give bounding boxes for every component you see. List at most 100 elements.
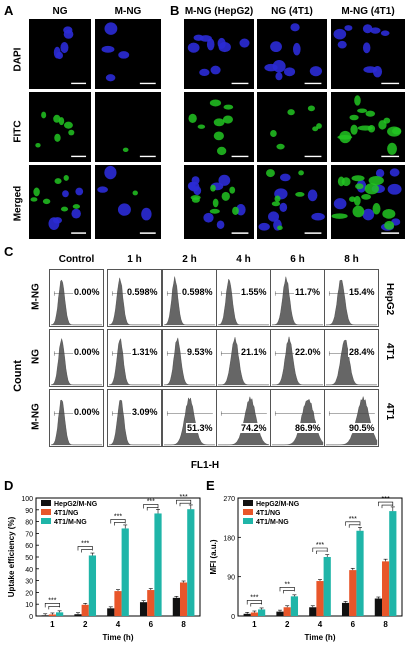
facs-percent-r1-c5: 28.4% bbox=[348, 347, 376, 357]
chart-e-bar-s1-c2 bbox=[316, 581, 324, 616]
panel-label-a: A bbox=[4, 3, 14, 18]
micrograph-r0-c0 bbox=[28, 18, 92, 90]
panel-b-col-mng-4t1: M-NG (4T1) bbox=[341, 6, 395, 17]
chart-d-bar-s1-c1 bbox=[81, 604, 89, 616]
chart-e-sig-bracket-inner bbox=[316, 550, 328, 554]
chart-d-bar-s0-c3 bbox=[139, 602, 148, 616]
chart-d-ytick-label: 30 bbox=[25, 579, 33, 586]
chart-d-xtick-label: 1 bbox=[50, 620, 55, 629]
chart-e-bar-s2-c3 bbox=[356, 530, 364, 616]
chart-e-bar-s0-c1 bbox=[276, 611, 284, 616]
chart-d-sig-bracket-inner bbox=[81, 549, 93, 553]
chart-d-bar-s0-c1 bbox=[74, 614, 82, 616]
facs-percent-r2-c2: 51.3% bbox=[186, 423, 214, 433]
facs-side-label-0: HepG2 bbox=[384, 283, 395, 316]
row-label-dapi: DAPI bbox=[12, 47, 24, 72]
chart-e-sig-label: *** bbox=[316, 542, 324, 549]
facs-histogram-r0-c5 bbox=[324, 269, 379, 327]
chart-e-bar-s1-c4 bbox=[381, 561, 390, 616]
chart-e-xtick-label: 2 bbox=[285, 620, 290, 629]
chart-e-ytick-label: 90 bbox=[227, 575, 235, 582]
chart-d-ytick-label: 20 bbox=[25, 590, 33, 597]
facs-histogram-r2-c1 bbox=[107, 389, 162, 447]
chart-e-sig-bracket bbox=[345, 521, 361, 526]
facs-percent-r0-c2: 0.598% bbox=[181, 287, 214, 297]
chart-e-xtick-label: 6 bbox=[351, 620, 356, 629]
chart-e-sig-bracket-inner bbox=[250, 603, 262, 607]
chart-e-bar-s0-c3 bbox=[341, 602, 350, 616]
facs-histogram-r1-c3 bbox=[216, 329, 271, 387]
chart-d-bar-s2-c0 bbox=[56, 612, 64, 616]
facs-col-header-3: 4 h bbox=[236, 254, 251, 265]
chart-d-sig-label: *** bbox=[180, 494, 188, 501]
chart-d-ytick-label: 60 bbox=[25, 543, 33, 550]
facs-x-label: FL1-H bbox=[190, 460, 220, 471]
chart-e-sig-bracket-inner bbox=[348, 524, 361, 528]
chart-d-bar-s1-c4 bbox=[179, 582, 188, 616]
micrograph-r1-c4 bbox=[330, 91, 406, 163]
facs-percent-r0-c3: 1.55% bbox=[240, 287, 268, 297]
chart-d-bar-s0-c4 bbox=[172, 597, 180, 616]
chart-d-ytick-label: 90 bbox=[25, 508, 33, 515]
chart-d-sig-label: *** bbox=[81, 540, 89, 547]
chart-e-legend-swatch-1 bbox=[243, 509, 253, 515]
facs-histogram-r0-c1 bbox=[107, 269, 162, 327]
chart-d-legend-label-2: 4T1/M-NG bbox=[54, 519, 87, 526]
facs-percent-r0-c5: 15.4% bbox=[348, 287, 376, 297]
chart-d-sig-bracket-inner bbox=[179, 502, 191, 507]
micrograph-r2-c4 bbox=[330, 164, 406, 240]
micrograph-r2-c0 bbox=[28, 164, 92, 240]
chart-d-ytick-label: 50 bbox=[25, 555, 33, 562]
chart-d-bar-s0-c2 bbox=[107, 608, 115, 616]
chart-d-sig-label: *** bbox=[114, 513, 122, 520]
panel-label-e: E bbox=[206, 478, 215, 493]
chart-d-legend-swatch-1 bbox=[41, 509, 51, 515]
facs-percent-r1-c3: 21.1% bbox=[240, 347, 268, 357]
chart-e-sig-bracket-inner bbox=[381, 504, 393, 509]
chart-d-xtick-label: 6 bbox=[149, 620, 154, 629]
chart-d-ytick-label: 40 bbox=[25, 567, 33, 574]
chart-d-bar-s2-c4 bbox=[187, 509, 195, 616]
facs-percent-r1-c0: 0.00% bbox=[73, 347, 101, 357]
micrograph-r0-c4 bbox=[330, 18, 406, 90]
chart-e-ytick-label: 270 bbox=[223, 496, 235, 503]
chart-e-xlabel: Time (h) bbox=[305, 633, 336, 642]
chart-d-bar-s2-c1 bbox=[88, 555, 97, 616]
facs-histogram-r1-c1 bbox=[107, 329, 162, 387]
facs-side-label-1: 4T1 bbox=[384, 343, 395, 361]
micrograph-r0-c2 bbox=[183, 18, 255, 90]
row-label-merged: Merged bbox=[12, 185, 24, 222]
facs-col-header-1: 1 h bbox=[127, 254, 142, 265]
chart-e-sig-bracket bbox=[279, 587, 295, 592]
micrograph-r2-c1 bbox=[94, 164, 162, 240]
panel-a-col-mng: M-NG bbox=[114, 6, 142, 17]
facs-percent-r2-c3: 74.2% bbox=[240, 423, 268, 433]
chart-e-xtick-label: 8 bbox=[383, 620, 388, 629]
facs-y-label: Count bbox=[12, 360, 24, 392]
facs-col-header-5: 8 h bbox=[344, 254, 359, 265]
panel-b-col-ng-4t1: NG (4T1) bbox=[271, 6, 313, 17]
chart-d-bar-s1-c3 bbox=[147, 590, 155, 616]
chart-e-legend-label-2: 4T1/M-NG bbox=[256, 519, 289, 526]
chart-e-xtick-label: 1 bbox=[252, 620, 257, 629]
facs-col-header-2: 2 h bbox=[182, 254, 197, 265]
facs-col-header-4: 6 h bbox=[290, 254, 305, 265]
chart-d-xlabel: Time (h) bbox=[103, 633, 134, 642]
facs-percent-r2-c0: 0.00% bbox=[73, 407, 101, 417]
chart-d-sig-bracket bbox=[44, 603, 60, 608]
chart-e-ylabel: MFI (a.u.) bbox=[209, 539, 218, 574]
facs-percent-r2-c5: 90.5% bbox=[348, 423, 376, 433]
chart-d-ylabel: Uptake efficiency (%) bbox=[7, 516, 16, 597]
facs-histogram-r0-c2 bbox=[162, 269, 217, 327]
facs-percent-r0-c0: 0.00% bbox=[73, 287, 101, 297]
chart-d-sig-bracket-inner bbox=[114, 522, 126, 526]
facs-histogram-r0-c4 bbox=[270, 269, 325, 327]
chart-d-legend-swatch-2 bbox=[41, 518, 51, 524]
chart-d-xtick-label: 4 bbox=[116, 620, 121, 629]
facs-histogram-r2-c4 bbox=[270, 389, 325, 447]
micrograph-r2-c3 bbox=[256, 164, 328, 240]
chart-e-legend-swatch-0 bbox=[243, 500, 253, 506]
chart-d-sig-bracket bbox=[77, 546, 93, 551]
chart-d-bar-s0-c0 bbox=[41, 615, 49, 616]
chart-d-sig-bracket bbox=[143, 504, 159, 509]
